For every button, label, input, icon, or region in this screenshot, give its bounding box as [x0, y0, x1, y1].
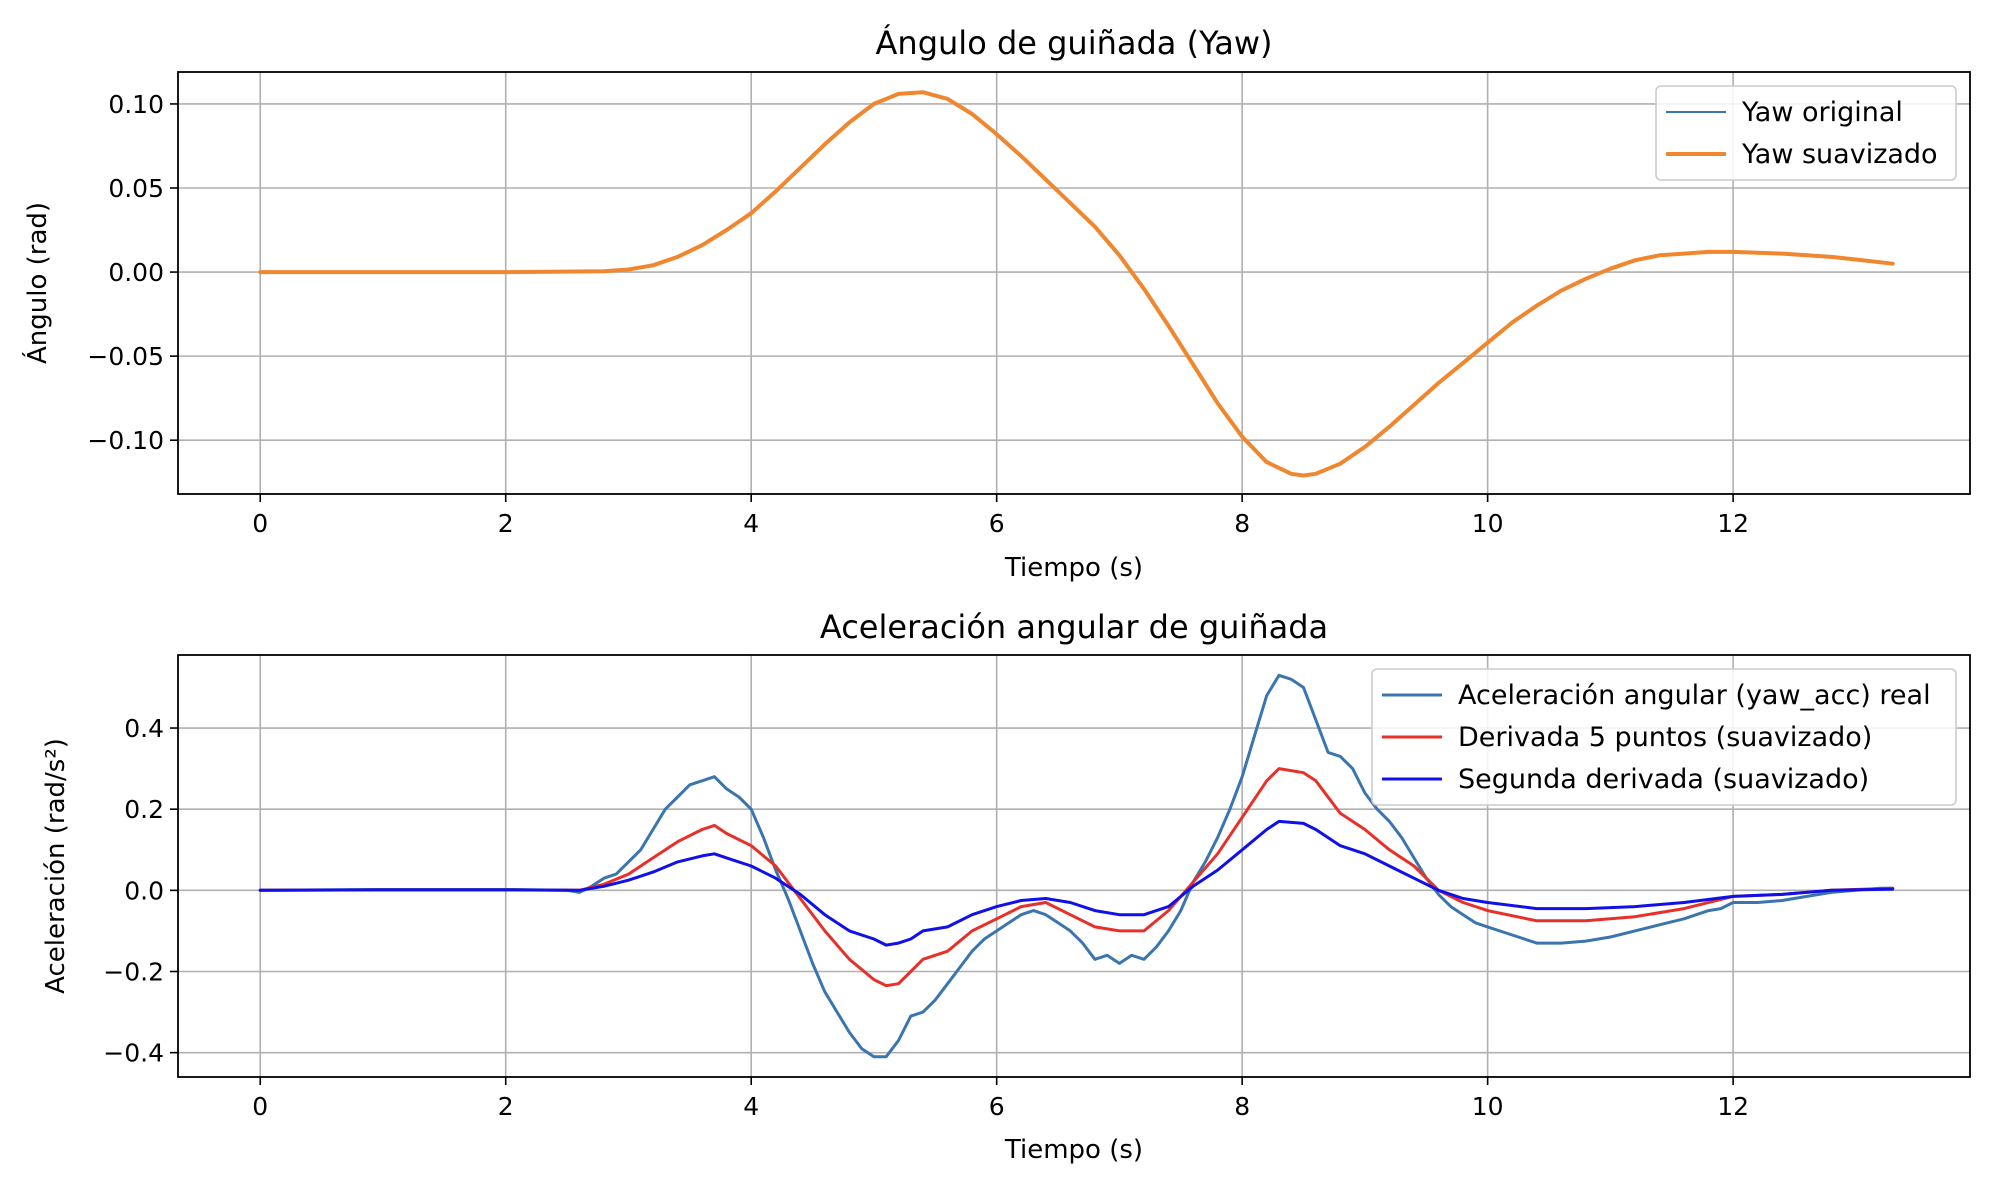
- x-tick-label: 12: [1717, 509, 1749, 538]
- chart-panel-1: 0 2 4 6 8 10 12 0.10 0.05 0.00 −0.05 −0.10 Ángulo de…: [21, 24, 1971, 583]
- x-axis-label: Tiempo (s): [1004, 553, 1143, 583]
- legend-label: Derivada 5 puntos (suavizado): [1458, 722, 1872, 753]
- y-tick-label: −0.2: [103, 958, 164, 987]
- y-tick-label: 0.10: [108, 90, 164, 119]
- y-tick-label: 0.2: [124, 795, 164, 824]
- y-tick-label: 0.00: [108, 258, 164, 287]
- x-tick-label: 10: [1472, 509, 1504, 538]
- chart-panel-2: 0 2 4 6 8 10 12 0.4 0.2 0.0 −0.2 −0.4 Aceleración an…: [41, 608, 1971, 1165]
- y-tick-label: 0.0: [124, 876, 164, 905]
- plot-area-frame: [177, 654, 1971, 1078]
- x-tick-label: 6: [989, 509, 1005, 538]
- y-tick-label: 0.4: [124, 714, 164, 743]
- y-axis-label: Aceleración (rad/s²): [41, 738, 71, 994]
- chart-title: Ángulo de guiñada (Yaw): [876, 24, 1273, 62]
- x-tick-label: 2: [498, 1092, 514, 1121]
- y-tick-label: −0.4: [103, 1039, 164, 1068]
- legend-label: Yaw suavizado: [1741, 139, 1938, 170]
- y-tick-label: −0.05: [87, 342, 164, 371]
- legend-box: [1655, 85, 1957, 181]
- legend-box: [1371, 668, 1957, 806]
- legend-label: Segunda derivada (suavizado): [1458, 764, 1869, 795]
- series-line-2: [258, 767, 1895, 988]
- legend-label: Aceleración angular (yaw_acc) real: [1458, 680, 1931, 711]
- chart-title: Aceleración angular de guiñada: [820, 608, 1328, 646]
- x-tick-label: 6: [989, 1092, 1005, 1121]
- x-tick-label: 8: [1234, 1092, 1250, 1121]
- legend: Aceleración angular (yaw_acc) real Deriva…: [1371, 668, 1957, 806]
- y-tick-label: −0.10: [87, 426, 164, 455]
- x-tick-label: 10: [1472, 1092, 1504, 1121]
- x-tick-label: 4: [743, 509, 759, 538]
- x-tick-label: 4: [743, 1092, 759, 1121]
- y-axis-label: Ángulo (rad): [21, 202, 53, 364]
- x-tick-label: 2: [498, 509, 514, 538]
- plot-area-frame: [177, 71, 1971, 495]
- series-line-3: [258, 819, 1895, 947]
- series-line-2: [258, 90, 1895, 478]
- legend: Yaw original Yaw suavizado: [1655, 85, 1957, 181]
- x-axis-label: Tiempo (s): [1004, 1135, 1143, 1165]
- y-tick-label: 0.05: [108, 174, 164, 203]
- x-tick-label: 12: [1717, 1092, 1749, 1121]
- series-line-1: [258, 673, 1895, 1059]
- x-tick-label: 8: [1234, 509, 1250, 538]
- x-tick-label: 0: [252, 1092, 268, 1121]
- x-tick-label: 0: [252, 509, 268, 538]
- legend-label: Yaw original: [1741, 97, 1903, 128]
